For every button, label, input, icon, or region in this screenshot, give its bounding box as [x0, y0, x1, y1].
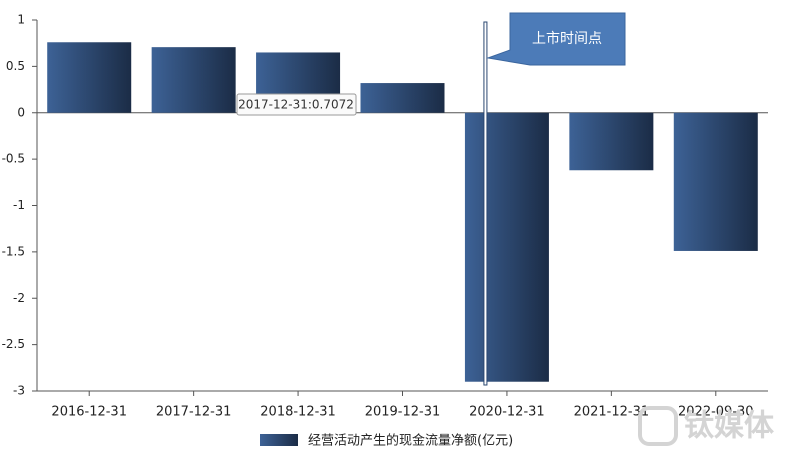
- y-tick-label: -2: [13, 291, 25, 305]
- y-tick-label: -1: [13, 198, 25, 212]
- y-tick-label: -0.5: [2, 152, 25, 166]
- bar: [464, 112, 549, 382]
- watermark: 钛媒体: [684, 409, 775, 444]
- x-tick-label: 2019-12-31: [365, 405, 441, 420]
- legend-label: 经营活动产生的现金流量净额(亿元): [308, 433, 513, 449]
- y-tick-label: -2.5: [2, 337, 25, 351]
- x-tick-label: 2018-12-31: [260, 405, 336, 420]
- tooltip: 2017-12-31:0.7072: [238, 98, 354, 112]
- y-tick-label: 1: [17, 13, 25, 27]
- y-tick-label: 0: [17, 105, 25, 119]
- bar: [360, 83, 445, 113]
- bar: [47, 42, 132, 113]
- tooltip-box: [236, 93, 357, 116]
- x-tick-label: 2016-12-31: [51, 405, 127, 420]
- y-tick-label: 0.5: [6, 59, 25, 73]
- bar: [673, 112, 758, 251]
- legend-swatch: [260, 434, 298, 446]
- annotation: 上市时间点: [532, 30, 602, 47]
- watermark-logo: [638, 406, 678, 446]
- listing-marker: [483, 21, 488, 386]
- x-tick-label: 2017-12-31: [156, 405, 232, 420]
- bar: [569, 112, 654, 171]
- x-tick-label: 2022-09-30: [678, 405, 754, 420]
- callout-box: [486, 12, 626, 66]
- bar: [151, 47, 236, 113]
- x-tick-label: 2021-12-31: [574, 405, 650, 420]
- x-tick-label: 2020-12-31: [469, 405, 545, 420]
- y-tick-label: -1.5: [2, 244, 25, 258]
- y-tick-label: -3: [13, 384, 25, 398]
